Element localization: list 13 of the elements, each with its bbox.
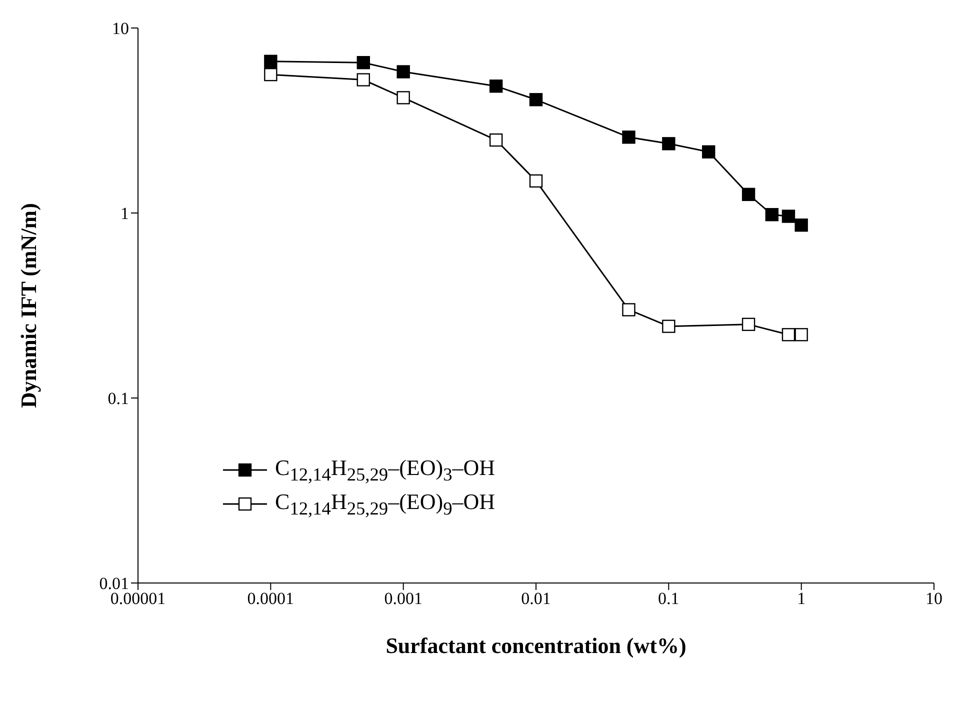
legend-label: C$_{12,14}$H$_{25,29}$–(EO)$_{3}$–OH	[275, 454, 496, 486]
y-axis-title: Dynamic IFT (mN/m)	[16, 203, 41, 408]
x-tick-label: 0.001	[384, 589, 422, 608]
x-axis-title: Surfactant concentration (wt%)	[386, 633, 686, 658]
legend-label: C$_{12,14}$H$_{25,29}$–(EO)$_{9}$–OH	[275, 488, 496, 520]
y-tick-label: 0.1	[108, 389, 129, 408]
x-tick-label: 0.1	[658, 589, 680, 608]
x-tick-label: 0.0001	[247, 589, 294, 608]
x-tick-label: 0.01	[521, 589, 551, 608]
y-tick-label: 1	[120, 204, 129, 224]
y-tick-label: 10	[112, 19, 129, 38]
x-tick-label: 10	[926, 589, 942, 608]
x-tick-label: 1	[797, 589, 806, 608]
